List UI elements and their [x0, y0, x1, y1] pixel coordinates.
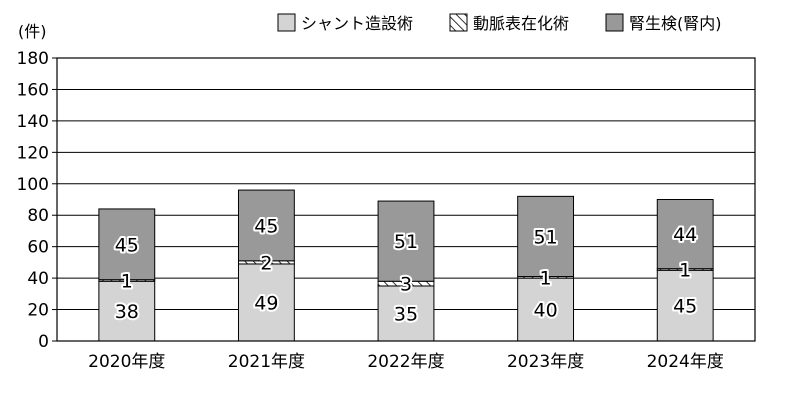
data-label: 38 — [115, 301, 139, 323]
legend: シャント造設術 動脈表在化術 腎生検(腎内) — [277, 13, 722, 33]
data-label: 45 — [673, 296, 697, 318]
data-label: 49 — [254, 292, 278, 314]
x-tick-label: 2022年度 — [367, 352, 444, 372]
y-tick-label: 0 — [38, 332, 49, 352]
data-label: 51 — [534, 226, 558, 248]
y-axis-unit-label: (件) — [18, 22, 47, 41]
bar-segment — [517, 277, 575, 342]
y-tick-label: 140 — [17, 112, 49, 132]
data-label: 2 — [260, 252, 272, 274]
y-axis-ticks: 0 20 40 60 80 100 120 140 160 180 — [17, 49, 57, 352]
data-label: 40 — [534, 300, 558, 322]
y-tick-label: 80 — [27, 206, 49, 226]
legend-swatch — [605, 13, 624, 32]
data-label: 44 — [673, 224, 697, 246]
data-label: 51 — [394, 231, 418, 253]
data-label: 35 — [394, 303, 418, 325]
bar-segment — [98, 208, 156, 281]
data-labels: 38 1 45 49 2 45 35 3 51 40 1 51 45 1 44 — [113, 213, 700, 327]
x-tick-label: 2024年度 — [647, 352, 724, 372]
bar-segment — [377, 285, 435, 342]
bar-segment — [656, 269, 714, 342]
y-tick-label: 60 — [27, 238, 49, 258]
data-label: 45 — [115, 234, 139, 256]
x-tick-label: 2021年度 — [228, 352, 305, 372]
x-tick-label: 2020年度 — [88, 352, 165, 372]
data-label: 45 — [254, 215, 278, 237]
legend-label: シャント造設術 — [301, 14, 413, 33]
plot-frame — [56, 57, 756, 342]
data-label: 1 — [121, 270, 133, 292]
legend-label: 動脈表在化術 — [473, 14, 569, 33]
data-label: 1 — [679, 259, 691, 281]
legend-swatch — [449, 13, 468, 32]
bar-segment — [517, 195, 575, 278]
bar-segment — [237, 263, 295, 342]
y-tick-label: 20 — [27, 301, 49, 321]
x-tick-label: 2023年度 — [507, 352, 584, 372]
legend-label: 腎生検(腎内) — [629, 14, 722, 33]
legend-swatch — [277, 13, 296, 32]
y-tick-label: 40 — [27, 269, 49, 289]
data-label: 3 — [400, 274, 412, 296]
bar-segment — [377, 200, 435, 282]
y-tick-label: 160 — [17, 80, 49, 100]
y-tick-label: 100 — [17, 175, 49, 195]
y-tick-label: 180 — [17, 49, 49, 69]
y-tick-label: 120 — [17, 143, 49, 163]
bar-segment — [237, 189, 295, 262]
data-label: 1 — [540, 267, 552, 289]
bars — [98, 189, 714, 342]
x-axis-ticks: 2020年度 2021年度 2022年度 2023年度 2024年度 — [88, 352, 724, 372]
bar-segment — [656, 199, 714, 270]
